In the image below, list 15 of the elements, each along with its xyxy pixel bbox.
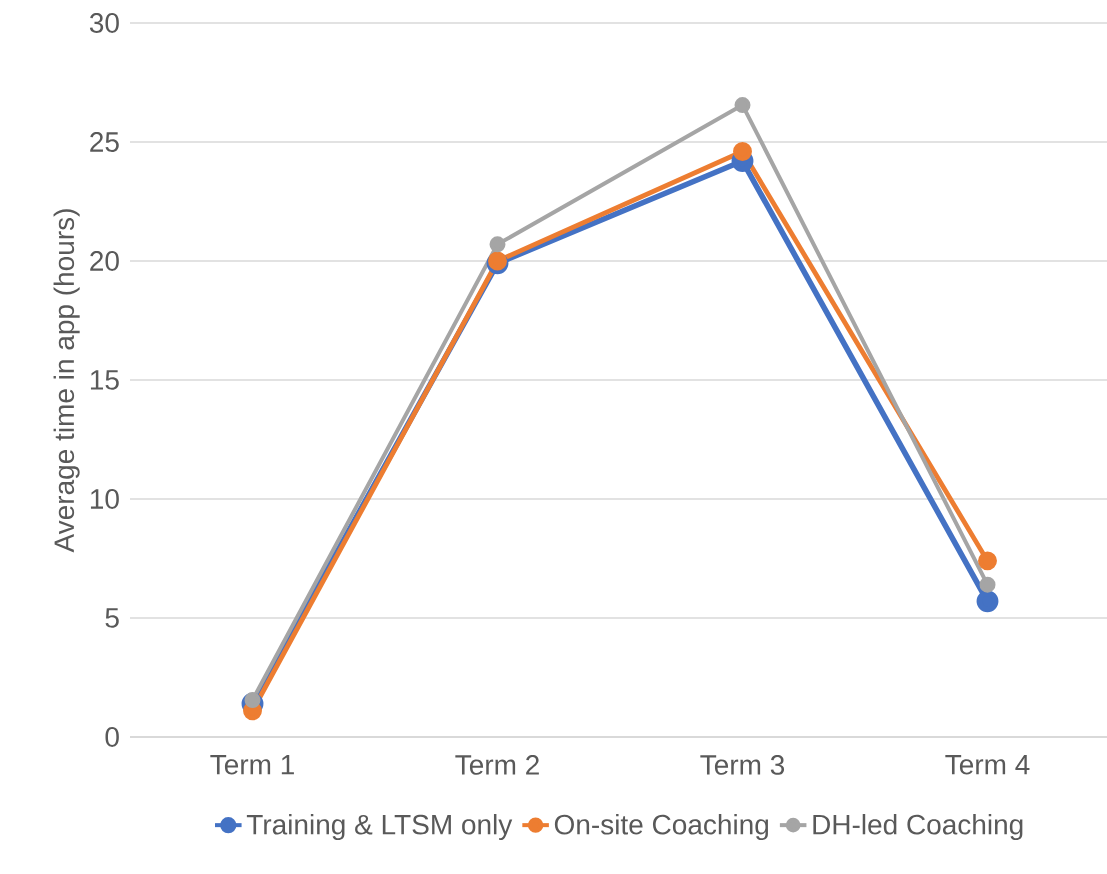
y-tick-label: 15 [90, 370, 119, 390]
y-axis-title: Average time in app (hours) [53, 209, 80, 553]
x-tick-label: Term 2 [455, 755, 539, 775]
y-tick-label: 0 [105, 727, 119, 747]
legend-label: DH-led Coaching [813, 814, 1023, 841]
x-tick-label: Term 4 [945, 755, 1030, 775]
y-tick-label: 10 [90, 489, 119, 509]
x-tick-label: Term 3 [700, 755, 785, 775]
y-tick-label: 30 [89, 13, 119, 33]
x-tick-label: Term 1 [210, 755, 294, 775]
y-tick-label: 25 [90, 132, 119, 152]
y-tick-label: 20 [90, 251, 119, 271]
legend-label: Training & LTSM only [246, 814, 513, 841]
legend-label: On-site Coaching [554, 814, 769, 841]
y-tick-label: 5 [105, 608, 119, 628]
